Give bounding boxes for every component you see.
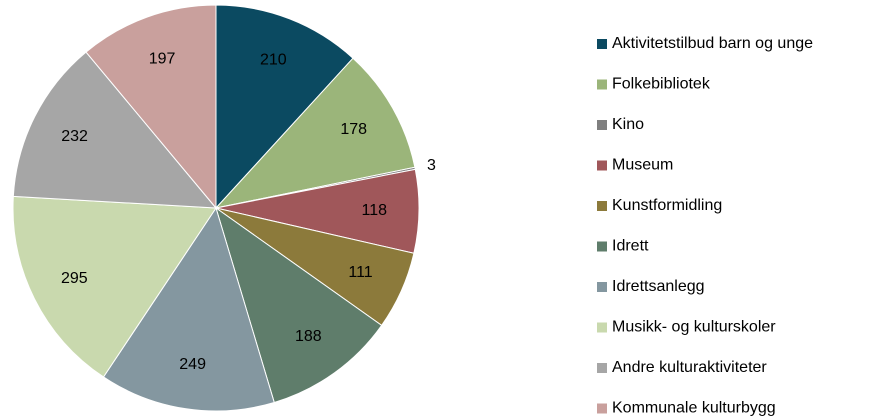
- legend-swatch: [597, 363, 607, 373]
- legend-label: Folkebibliotek: [612, 76, 711, 93]
- slice-label: 295: [61, 270, 88, 287]
- slice-label: 188: [295, 328, 322, 345]
- pie-slice: [85, 4, 217, 210]
- legend-swatch: [597, 201, 607, 211]
- slice-label: 118: [362, 202, 388, 219]
- slice-label: 197: [149, 50, 176, 67]
- legend-label: Idrettsanlegg: [612, 278, 705, 295]
- legend-swatch: [597, 39, 607, 49]
- slice-label: 210: [260, 52, 287, 69]
- legend-label: Museum: [612, 157, 673, 174]
- legend-swatch: [597, 322, 607, 333]
- pie-slice: [214, 57, 416, 209]
- legend-label: Kommunale kulturbygg: [612, 400, 776, 417]
- pie-slice: [12, 195, 217, 378]
- legend-label: Musikk- og kulturskoler: [612, 319, 776, 336]
- pie-slice: [215, 4, 354, 210]
- pie-slice: [12, 51, 218, 209]
- slice-label: 3: [427, 157, 436, 174]
- legend-swatch: [597, 282, 607, 292]
- legend-swatch: [597, 79, 607, 90]
- legend-label: Kunstformidling: [612, 197, 722, 214]
- pie-slice: [102, 206, 275, 412]
- pie-slice: [215, 206, 383, 404]
- legend-swatch: [597, 120, 607, 130]
- slice-label: 232: [61, 128, 88, 145]
- slice-label: 249: [179, 356, 206, 373]
- legend-label: Andre kulturaktiviteter: [612, 359, 767, 376]
- legend-swatch: [597, 403, 607, 414]
- slice-label: 178: [340, 121, 367, 138]
- legend-label: Kino: [612, 116, 644, 133]
- legend-label: Idrett: [612, 238, 649, 255]
- legend-label: Aktivitetstilbud barn og unge: [612, 35, 813, 52]
- legend-swatch: [597, 160, 607, 171]
- legend-swatch: [597, 241, 607, 252]
- slice-label: 111: [348, 264, 372, 281]
